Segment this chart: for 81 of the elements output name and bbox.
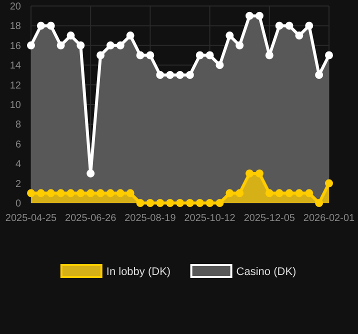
y-tick-label: 14 (10, 60, 22, 72)
point (206, 199, 214, 207)
point (56, 41, 65, 50)
point (76, 189, 85, 198)
legend-label: Casino (DK) (236, 266, 296, 278)
point (275, 22, 284, 30)
point (106, 189, 114, 198)
point (46, 22, 55, 30)
point (206, 51, 214, 60)
point (146, 51, 154, 60)
point (136, 51, 144, 60)
point (255, 169, 264, 178)
y-tick-label: 2 (15, 178, 22, 190)
point (86, 189, 95, 198)
point (216, 199, 224, 207)
point (265, 51, 274, 60)
point (295, 32, 304, 40)
point (275, 189, 284, 198)
point (236, 41, 244, 50)
point (196, 51, 204, 60)
point (166, 199, 174, 207)
point (176, 70, 184, 79)
point (285, 22, 294, 30)
point (166, 70, 174, 79)
point (246, 12, 254, 20)
point (76, 41, 85, 50)
point (236, 189, 244, 198)
x-tick-label: 2026-02-01 (303, 213, 356, 224)
legend-label: In lobby (DK) (106, 266, 171, 278)
point (116, 189, 124, 198)
x-tick-label: 2025-04-25 (5, 213, 58, 224)
point (226, 189, 234, 198)
y-tick-label: 6 (15, 139, 22, 150)
y-tick-label: 16 (10, 40, 22, 52)
point (96, 189, 105, 198)
point (315, 70, 324, 79)
point (146, 199, 154, 207)
point (156, 199, 164, 207)
y-tick-label: 4 (15, 159, 22, 170)
point (116, 41, 124, 50)
point (27, 41, 35, 50)
point (186, 70, 194, 79)
point (156, 70, 164, 79)
x-tick-label: 2025-06-26 (65, 213, 117, 224)
point (325, 179, 333, 188)
point (176, 199, 184, 207)
point (66, 189, 75, 198)
point (246, 169, 254, 178)
point (126, 189, 134, 198)
y-tick-label: 0 (15, 198, 22, 210)
point (226, 32, 234, 40)
point (325, 51, 333, 60)
y-tick-label: 20 (10, 2, 22, 12)
point (136, 199, 144, 207)
point (126, 32, 134, 40)
x-tick-label: 2025-08-19 (124, 213, 176, 224)
y-tick-label: 12 (10, 80, 22, 92)
point (255, 12, 264, 20)
point (265, 189, 274, 198)
point (66, 32, 75, 40)
y-tick-label: 8 (15, 120, 22, 131)
point (36, 189, 45, 198)
point (96, 51, 105, 60)
point (86, 169, 95, 178)
point (186, 199, 194, 207)
point (295, 189, 304, 198)
x-tick-label: 2025-10-12 (184, 213, 236, 224)
y-tick-label: 10 (10, 100, 22, 111)
x-tick-label: 2025-12-05 (244, 213, 296, 224)
point (27, 189, 35, 198)
point (106, 41, 114, 50)
point (56, 189, 65, 198)
point (305, 22, 314, 30)
y-tick-label: 18 (10, 21, 22, 32)
point (315, 199, 324, 207)
point (196, 199, 204, 207)
point (305, 189, 314, 198)
point (216, 61, 224, 70)
point (36, 22, 45, 30)
point (285, 189, 294, 198)
point (46, 189, 55, 198)
